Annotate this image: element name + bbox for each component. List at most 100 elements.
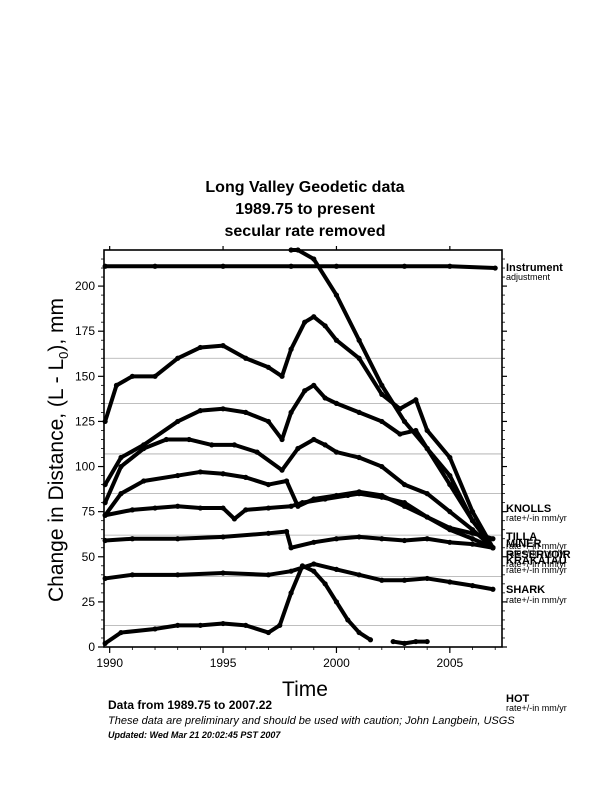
series-segment — [221, 531, 271, 539]
x-axis-label: Time — [282, 678, 328, 701]
series-segment — [221, 471, 248, 480]
series-segment — [447, 540, 475, 547]
series-segment — [470, 542, 495, 550]
series-segment — [280, 410, 294, 442]
series — [102, 314, 496, 551]
series-segment — [130, 506, 158, 512]
series-segment — [289, 563, 305, 595]
series-segment — [357, 338, 384, 388]
data-point — [492, 265, 498, 271]
series-segment — [289, 388, 307, 415]
series-segment — [280, 347, 294, 379]
series-segment — [295, 437, 316, 451]
series-segment — [323, 323, 339, 343]
series — [102, 436, 496, 551]
series-segment — [357, 410, 384, 424]
series-segment — [300, 497, 328, 505]
series-segment — [334, 401, 362, 415]
series-segment — [103, 507, 135, 518]
series-segment — [119, 478, 146, 496]
series-segment — [175, 408, 203, 424]
updated-timestamp: Updated: Wed Mar 21 20:02:45 PST 2007 — [108, 730, 281, 740]
series-segment — [425, 536, 452, 545]
series-segment — [103, 491, 124, 518]
series-segment — [334, 338, 362, 361]
series-segment — [187, 437, 214, 447]
series-segment — [425, 446, 452, 478]
series-segment — [243, 506, 271, 512]
series-segment — [119, 442, 146, 460]
series-segment — [447, 264, 498, 271]
series-segment — [198, 469, 226, 476]
station-rate: rate+/-in mm/yr — [506, 559, 567, 569]
series-segment — [289, 540, 316, 550]
series-segment — [402, 482, 430, 496]
series-segment — [266, 504, 294, 511]
series-segment — [295, 248, 316, 262]
series-segment — [232, 442, 260, 455]
series-segment — [470, 531, 495, 541]
series-segment — [425, 491, 452, 514]
series-segment — [175, 504, 203, 511]
series-segment — [379, 536, 407, 543]
y-axis-label: Change in Distance, (L - L0), mm — [45, 298, 71, 602]
series-segment — [103, 464, 124, 505]
series-segment — [103, 536, 135, 543]
chart-title-line-3: secular rate removed — [225, 223, 386, 240]
series-segment — [243, 410, 271, 424]
series-segment — [425, 576, 452, 585]
series-segment — [334, 534, 362, 541]
series-segment — [266, 419, 285, 442]
y-tick-label: 100 — [75, 460, 95, 474]
y-tick-label: 200 — [75, 279, 95, 293]
series — [102, 263, 498, 271]
y-tick-label: 150 — [75, 369, 95, 383]
series-segment — [357, 572, 384, 583]
station-label-tilla: TILLA rate+/-in mm/yr — [506, 531, 567, 551]
series-segment — [153, 356, 180, 379]
series-segment — [413, 397, 430, 433]
series-segment — [277, 590, 294, 628]
station-label-hot: HOT rate+/-in mm/yr — [506, 693, 567, 713]
y-tick-label: 0 — [88, 640, 95, 654]
station-label-instrument: Instrument adjustment — [506, 262, 563, 282]
series-segment — [379, 464, 407, 487]
series-segment — [221, 621, 248, 628]
station-label-miner: MINER rate+/-in mm/yr — [506, 538, 567, 558]
series-segment — [402, 576, 430, 583]
series-segment — [425, 428, 452, 460]
y-axis-label-tail: ), mm — [45, 298, 68, 352]
x-tick-label: 1990 — [96, 656, 123, 670]
station-rate: rate+/-in mm/yr — [506, 548, 567, 558]
y-tick-label: 125 — [75, 414, 95, 428]
data-point — [490, 586, 496, 592]
series — [102, 563, 374, 646]
station-rate: rate+/-in mm/yr — [506, 595, 567, 605]
series-segment — [280, 446, 300, 473]
series-segment — [266, 569, 294, 577]
series-segment — [103, 630, 124, 646]
series-segment — [153, 504, 180, 511]
series-segment — [447, 509, 475, 532]
series-segment — [447, 525, 475, 536]
y-axis-label-main: Change in Distance, (L - L — [45, 359, 68, 602]
data-point — [424, 638, 430, 645]
station-name: TILLA — [506, 531, 537, 543]
series-segment — [311, 536, 339, 545]
series-segment — [103, 572, 135, 581]
series-segment — [221, 506, 237, 521]
series-segment — [447, 527, 475, 541]
station-name: MINER — [506, 538, 542, 550]
series-segment — [175, 469, 203, 478]
series-segment — [243, 623, 271, 635]
series — [390, 638, 430, 646]
series-segment — [266, 529, 289, 536]
series-segment — [323, 493, 350, 502]
series-segment — [345, 617, 362, 635]
series-segment — [103, 383, 119, 424]
station-name: Instrument — [506, 262, 563, 274]
series-segment — [175, 571, 226, 577]
series-segment — [397, 397, 418, 411]
station-label-reservoir: RESERVOIR rate+/-in mm/yr — [506, 549, 571, 569]
series-segment — [379, 419, 402, 437]
